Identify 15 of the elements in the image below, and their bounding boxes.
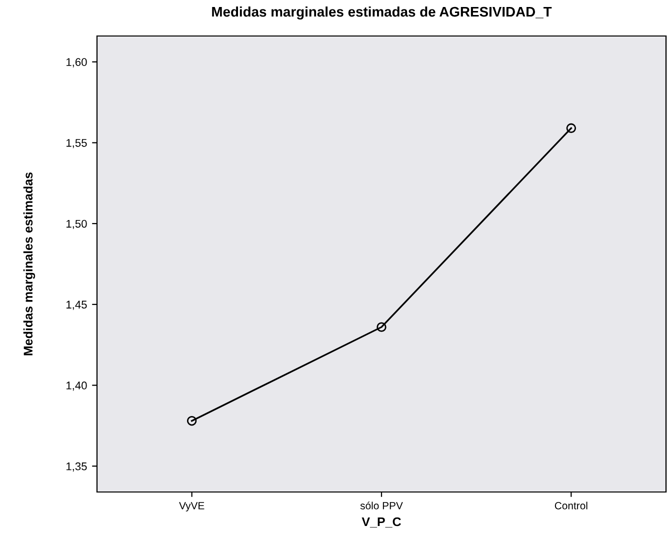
y-tick-label: 1,60 xyxy=(66,58,87,68)
x-tick-label: Control xyxy=(554,502,588,510)
x-axis-title: V_P_C xyxy=(362,517,401,528)
y-tick-label: 1,55 xyxy=(66,139,87,148)
y-tick-label: 1,50 xyxy=(66,220,87,230)
y-tick-label: 1,35 xyxy=(66,462,87,472)
point xyxy=(186,416,197,426)
x-tick-label: sólo PPV xyxy=(360,502,403,510)
y-tick-label: 1,45 xyxy=(66,300,87,310)
y-tick-label: 1,40 xyxy=(66,382,87,391)
x-tick-label: VyVE xyxy=(179,502,204,512)
y-axis-title: Medidas marginales estimadas xyxy=(23,172,36,356)
chart-title: Medidas marginales estimadas de AGRESIVIDAD_T xyxy=(212,6,552,20)
point xyxy=(566,123,576,134)
point xyxy=(376,322,386,332)
